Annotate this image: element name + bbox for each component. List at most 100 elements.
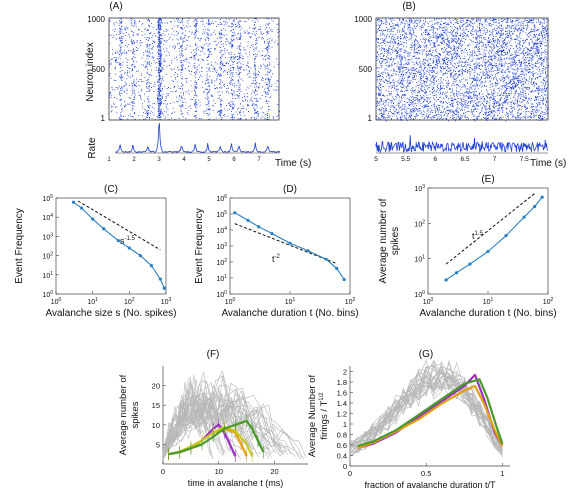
panel-b-ytick-500: 500: [359, 65, 373, 74]
panel-b-rate-line: [375, 135, 548, 154]
panel-e-xlabel: Avalanche duration t (No. bins): [419, 308, 556, 319]
panel-e-data-point: [486, 249, 490, 254]
panel-a-ytick-1: 1: [101, 114, 106, 123]
panel-b-xtick-label: 6: [433, 156, 437, 163]
panel-g-ylabel-line2: firings / T1/2: [319, 392, 330, 440]
panel-a-xtick-label: 6: [232, 157, 236, 163]
panel-f-ytick-label: 10: [152, 421, 160, 430]
panel-d-ytick-label: 106: [216, 194, 227, 203]
panel-e-reference-line: [445, 193, 536, 265]
panel-c-data-point: [80, 206, 84, 210]
panel-a-raster: [109, 17, 280, 121]
panel-a-xticks: 1 2 3 4 5 6 7: [107, 157, 261, 163]
panel-c-data-point: [127, 246, 131, 250]
panel-g-label: (G): [419, 349, 433, 360]
panel-d-ytick-label: 101: [216, 274, 227, 283]
panel-g-background-trace: [349, 359, 503, 449]
panel-g-background-trace: [349, 362, 503, 454]
panel-e-data-point: [444, 278, 448, 282]
panel-e-data-point: [533, 204, 537, 209]
panel-g-xtick-label: 1: [500, 469, 504, 478]
panel-d: (D) 100 101 102 100 101 102 103 104 105 106 t-2 Aval…: [194, 184, 359, 319]
panel-d-label: (D): [283, 184, 297, 195]
panel-c-ytick-label: 100: [42, 290, 53, 299]
panel-g-background-trace: [349, 374, 503, 454]
panel-c-data-point: [138, 254, 142, 258]
panel-a-xtick-label: 7: [257, 157, 261, 163]
panel-f-background-trace: [162, 384, 305, 460]
panel-a-xtick-label: 3: [157, 157, 161, 163]
panel-c-xtick-label: 102: [124, 297, 135, 306]
panel-d-series-line: [234, 212, 345, 280]
panel-d-ytick-label: 103: [216, 242, 227, 251]
panel-c-data-point: [158, 277, 162, 281]
panel-g-xtick-label: 0.5: [421, 469, 431, 478]
panel-f-xlabel: time in avalanche t (ms): [188, 478, 284, 488]
panel-b-xtick-label: 7.5: [520, 156, 529, 163]
panel-g-xtick-label: 0: [348, 469, 352, 478]
panel-c-data-point: [102, 227, 106, 231]
panel-b: (B) 1000 500 1 5 5.5 6 6.5 7 7.5 Time (s): [354, 1, 566, 169]
panel-g-ytick-label: 2: [343, 368, 347, 377]
panel-f: (F) 0 10 20 5 10 15 20 time in avalanche t (ms) A…: [118, 349, 308, 488]
panel-f-background-trace: [162, 394, 270, 459]
panel-d-xtick-label: 101: [285, 297, 296, 306]
panel-a-ylabel: Neuron index: [85, 42, 96, 101]
panel-d-reference-label: t-2: [272, 254, 281, 264]
panel-e-frame: [427, 187, 549, 295]
panel-b-label: (B): [402, 1, 415, 12]
panel-c-series-line: [73, 201, 165, 289]
panel-c-data-point: [162, 286, 166, 290]
panel-a-xtick-label: 1: [107, 157, 111, 163]
panel-e-xtick-label: 101: [483, 297, 494, 306]
panel-a-rate-trace: [115, 123, 281, 154]
panel-d-data-point: [288, 241, 292, 245]
panel-c: (C) 100 101 102 103 100 101 102 103 104 105 s-1.5 Av…: [14, 184, 176, 319]
panel-g-ytick-label: 0.8: [337, 431, 347, 440]
panel-e-data-point: [455, 271, 459, 275]
panel-a-ytick-1000: 1000: [87, 15, 105, 24]
panel-e-ylabel-line1: Average number of: [378, 198, 389, 283]
panel-e-ytick-label: 103: [414, 184, 425, 193]
panel-d-data-point: [324, 257, 328, 261]
panel-e-ytick-label: 101: [414, 255, 425, 264]
panel-b-xlabel: Time (s): [530, 158, 566, 169]
panel-c-ytick-label: 104: [42, 213, 53, 222]
panel-b-xtick-label: 5.5: [401, 156, 410, 163]
panel-f-background-trace: [162, 391, 242, 460]
panel-c-data-point: [116, 239, 120, 243]
panel-d-data-point: [306, 249, 310, 253]
panel-d-xtick-label: 100: [225, 297, 236, 306]
panel-a-xtick-label: 4: [182, 157, 186, 163]
panel-e-data-point: [522, 215, 526, 219]
panel-g-series-line: [357, 378, 504, 448]
panel-e-data-point: [504, 233, 508, 238]
panel-c-xlabel: Avalanche size s (No. spikes): [46, 308, 177, 319]
panel-f-background-trace: [162, 393, 213, 460]
panel-e-reference-label: t1.5: [472, 231, 484, 241]
panel-d-frame: [229, 197, 351, 295]
panel-b-rate-trace: [375, 135, 548, 154]
panel-c-reference-line: [77, 200, 161, 251]
panel-c-data-point: [149, 264, 154, 268]
panel-e-data-point: [540, 195, 544, 199]
panel-g-ytick-label: 0: [343, 462, 347, 471]
panel-a-xlabel: Time (s): [275, 158, 311, 169]
panel-c-ytick-label: 105: [42, 194, 53, 203]
panel-d-ytick-label: 102: [216, 258, 227, 267]
panel-c-xtick-label: 101: [87, 297, 98, 306]
panel-e-ytick-label: 102: [414, 219, 425, 228]
panel-g-background-trace: [349, 368, 503, 456]
panel-a-rate-label: Rate: [87, 137, 98, 159]
panel-g-ytick-label: 1.8: [337, 378, 347, 387]
panel-e-series-line: [445, 196, 543, 281]
panel-b-xtick-label: 6.5: [460, 156, 469, 163]
panel-d-xlabel: Avalanche duration t (No. bins): [221, 308, 358, 319]
panel-g: (G)0 0.5 100.40.60.811.21.41.61.82fraction…: [307, 349, 510, 490]
panel-g-background-trace: [349, 381, 503, 455]
panel-c-frame: [55, 197, 167, 295]
panel-d-data-point: [342, 277, 346, 282]
panel-g-ytick-label: 1.4: [337, 399, 347, 408]
panel-g-background-trace: [349, 359, 503, 451]
